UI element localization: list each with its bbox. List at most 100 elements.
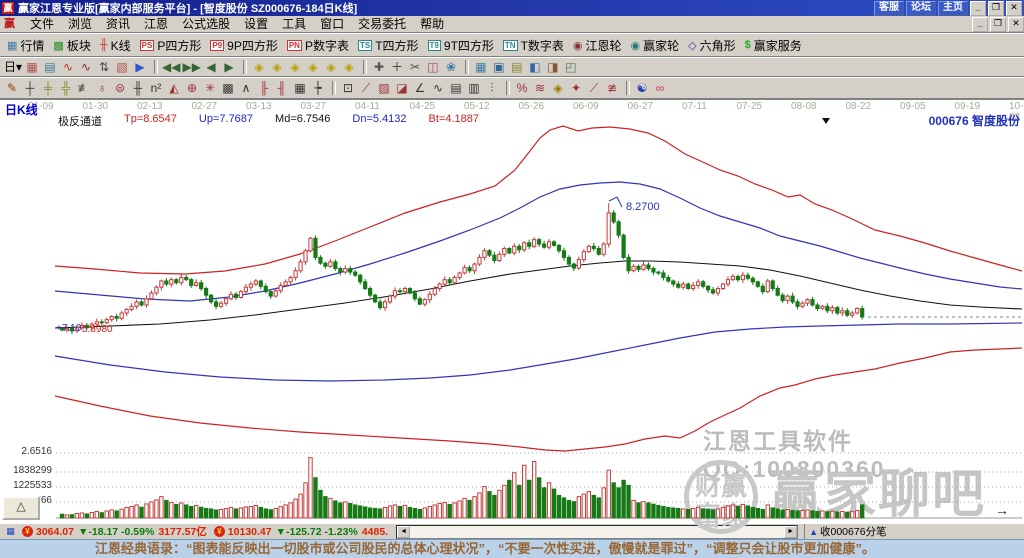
close-button[interactable]: ✕ [1006,0,1022,16]
shenzhen-index-icon[interactable]: ¥ [213,526,225,537]
wave-icon[interactable]: ∿ [432,81,444,95]
angle-up-icon[interactable]: ∧ [241,81,251,95]
restore-button[interactable]: ❐ [988,0,1004,16]
box-dot-icon[interactable]: ⊡ [342,81,354,95]
toolbar-button-P数字表[interactable]: PN P数字表 [284,36,352,55]
last-icon[interactable]: ▶▶ [182,60,201,74]
info-panel-icon[interactable]: ▤ [44,60,56,74]
double-line-icon[interactable]: ╪ [43,81,53,95]
period-day-icon[interactable]: 日▾ [4,60,23,74]
toolbar-button-T四方形[interactable]: TS T四方形 [355,36,422,55]
toolbar-button-K线[interactable]: ╫ K线 [97,36,134,55]
burst-icon[interactable]: ✳ [204,81,216,95]
tick-grid-icon[interactable]: ┾ [314,81,322,95]
retrace-icon[interactable]: ≇ [606,81,618,95]
hatch-icon[interactable]: ▨ [378,81,390,95]
network-icon[interactable]: ◰ [565,60,577,74]
angle-icon[interactable]: ∠ [414,81,426,95]
toolbar-button-9T四方形[interactable]: T9 9T四方形 [425,36,497,55]
shade-grid-icon[interactable]: ▩ [222,81,234,95]
menu-item-文件[interactable]: 文件 [30,17,55,31]
trend-icon[interactable]: ∿ [63,60,74,74]
pane-toggle-button[interactable]: △ [2,496,40,520]
gann-diamond-icon[interactable]: ◈ [344,60,354,74]
menu-item-帮助[interactable]: 帮助 [420,17,445,31]
menu-item-交易委托[interactable]: 交易委托 [358,17,407,31]
yinyang-icon[interactable]: ☯ [636,81,648,95]
flower-icon[interactable]: ❀ [445,60,456,74]
notes-icon[interactable]: ▤ [511,60,523,74]
first-icon[interactable]: ◀◀ [162,60,181,74]
bars-icon[interactable]: ╫ [133,81,143,95]
forum-button[interactable]: 论坛 [906,0,936,16]
toolbar-button-9P四方形[interactable]: P9 9P四方形 [207,36,280,55]
trend2-icon[interactable]: ∿ [81,60,92,74]
crosshair-icon[interactable]: ＋ [390,60,403,74]
dots-icon[interactable]: ⫶ [490,81,494,95]
gann-diamond-icon[interactable]: ◈ [308,60,318,74]
percent-icon[interactable]: % [516,81,528,95]
scroll-right-icon[interactable]: ► [784,525,798,538]
overlay-icon[interactable]: ▧ [116,60,128,74]
fence2-icon[interactable]: ╢ [277,81,287,95]
chart-svg[interactable]: 8.2700 +7.10 5.8980 → [0,100,1024,523]
gann-line-icon[interactable]: ⟋ [589,81,599,95]
child-close-button[interactable]: ✕ [1008,16,1024,32]
cols-icon[interactable]: ▥ [468,81,480,95]
cut-icon[interactable]: ✂ [409,60,420,74]
menu-item-浏览[interactable]: 浏览 [68,17,93,31]
calculator-icon[interactable]: ▣ [493,60,505,74]
save-icon[interactable]: ◧ [529,60,541,74]
cross-grid-icon[interactable]: ╬ [61,81,71,95]
matrix-icon[interactable]: ▦ [294,81,306,95]
service-button[interactable]: 客服 [874,0,904,16]
menu-item-资讯[interactable]: 资讯 [106,17,131,31]
grid-line-icon[interactable]: ┼ [25,81,35,95]
export-icon[interactable]: ◨ [547,60,559,74]
calendar-icon[interactable]: ▦ [475,60,487,74]
toolbar-button-江恩轮[interactable]: ◉ 江恩轮 [570,36,625,55]
toolbar-button-行情[interactable]: ▦ 行情 [4,36,47,55]
ray-icon[interactable]: ⟋ [361,81,371,95]
toolbar-button-六角形[interactable]: ◇ 六角形 [685,36,738,55]
infinity-icon[interactable]: ∞ [655,81,665,95]
updown-icon[interactable]: ⇅ [99,60,110,74]
prev-icon[interactable]: ◀ [206,60,216,74]
gann-diamond-icon[interactable]: ◈ [326,60,336,74]
target-icon[interactable]: ⊕ [186,81,198,95]
indicator-name[interactable]: 极反通道 [58,116,102,128]
scroll-left-icon[interactable]: ◄ [397,525,411,538]
homepage-button[interactable]: 主页 [938,0,968,16]
horizontal-scrollbar[interactable]: ◄ ► [396,524,799,539]
fence-icon[interactable]: ╟ [259,81,269,95]
toolbar-button-P四方形[interactable]: PS P四方形 [137,36,205,55]
gann-diamond-icon[interactable]: ◈ [254,60,264,74]
toolbar-button-赢家服务[interactable]: $ 赢家服务 [742,36,805,55]
star-icon[interactable]: ✦ [570,81,582,95]
square-number-icon[interactable]: n² [150,81,162,95]
half-square-icon[interactable]: ◪ [396,81,408,95]
waves-icon[interactable]: ≋ [534,81,546,95]
next-icon[interactable]: ▶ [224,60,234,74]
triangle-icon[interactable]: ◭ [169,81,179,95]
menu-item-江恩[interactable]: 江恩 [144,17,169,31]
menu-item-工具[interactable]: 工具 [282,17,307,31]
gold-icon[interactable]: ◈ [553,81,563,95]
levels-icon[interactable]: ≢ [78,81,90,95]
child-restore-button[interactable]: ❐ [990,16,1006,32]
tab-daily-kline[interactable]: 日K线 [5,103,38,117]
pencil-icon[interactable]: ✎ [6,81,18,95]
play-icon[interactable]: ▶ [135,60,145,74]
tick-panel[interactable]: ▲ 收000676分笔 [804,524,887,539]
toolbar-button-赢家轮[interactable]: ◉ 赢家轮 [628,36,683,55]
menu-item-窗口[interactable]: 窗口 [320,17,345,31]
clip-icon[interactable]: ◫ [427,60,439,74]
window-grid-icon[interactable]: ▦ [26,60,38,74]
menu-item-公式选股[interactable]: 公式选股 [182,17,231,31]
quote-grid-icon[interactable]: ▦ [6,526,15,536]
circle-band-icon[interactable]: ⊜ [114,81,126,95]
rows-icon[interactable]: ▤ [450,81,462,95]
toolbar-button-T数字表[interactable]: TN T数字表 [500,36,567,55]
gann-diamond-icon[interactable]: ◈ [290,60,300,74]
child-minimize-button[interactable]: _ [972,16,988,32]
